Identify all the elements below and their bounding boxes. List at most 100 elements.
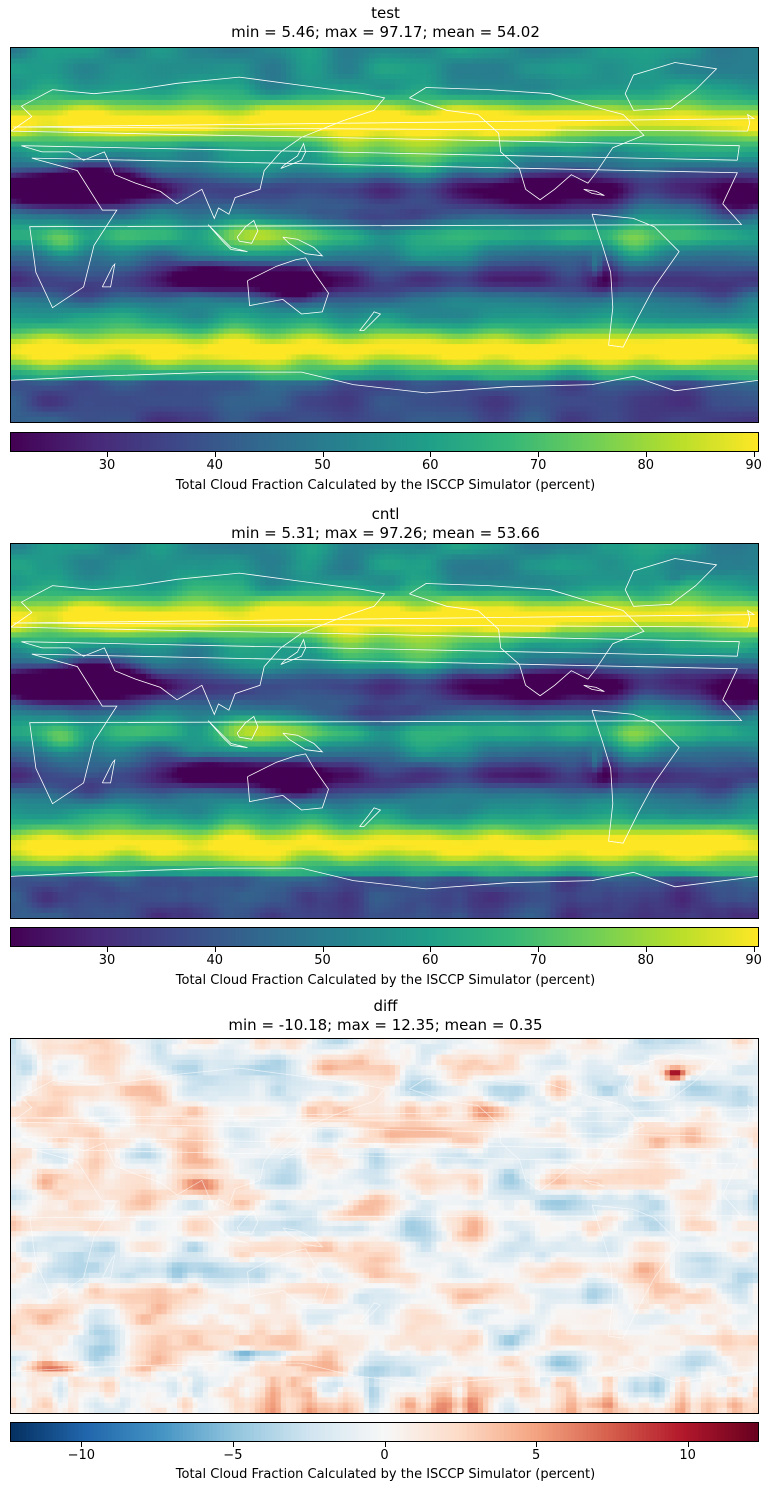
heatmap-cell-test <box>700 94 707 101</box>
heatmap-cell-test <box>327 141 334 148</box>
heatmap-cell-test <box>711 131 718 137</box>
heatmap-cell-test <box>685 125 692 132</box>
heatmap-cell-test <box>638 58 645 65</box>
heatmap-cell-test <box>192 99 199 106</box>
heatmap-cell-test <box>166 68 173 75</box>
heatmap-cell-test <box>441 58 448 65</box>
heatmap-cell-test <box>47 99 54 106</box>
heatmap-cell-test <box>571 68 578 75</box>
heatmap-cell-test <box>306 48 313 54</box>
heatmap-cell-test <box>161 105 168 111</box>
heatmap-cell-test <box>99 203 105 210</box>
heatmap-cell-test <box>363 209 370 215</box>
heatmap-cell-test <box>202 110 209 117</box>
heatmap-cell-test <box>680 219 686 226</box>
heatmap-cell-test <box>11 172 17 179</box>
heatmap-cell-test <box>358 53 365 59</box>
heatmap-cell-test <box>94 224 100 231</box>
heatmap-cell-test <box>21 53 28 59</box>
heatmap-cell-test <box>617 162 624 169</box>
heatmap-cell-test <box>519 63 526 70</box>
heatmap-cell-test <box>498 63 505 70</box>
heatmap-cell-test <box>685 209 692 215</box>
heatmap-cell-test <box>488 110 495 117</box>
heatmap-cell-test <box>550 79 557 85</box>
heatmap-cell-test <box>11 224 17 231</box>
heatmap-cell-test <box>555 151 562 158</box>
heatmap-cell-test <box>519 214 526 221</box>
heatmap-cell-test <box>260 219 266 226</box>
heatmap-cell-test <box>529 172 536 179</box>
heatmap-cell-test <box>436 58 443 65</box>
heatmap-cell-test <box>451 125 458 132</box>
heatmap-cell-test <box>711 188 718 195</box>
heatmap-cell-test <box>545 209 552 215</box>
heatmap-cell-test <box>586 172 593 179</box>
heatmap-cell-test <box>244 94 251 101</box>
heatmap-cell-test <box>94 157 100 163</box>
heatmap-cell-test <box>363 110 370 117</box>
heatmap-cell-test <box>477 48 484 54</box>
heatmap-cell-test <box>607 115 614 122</box>
heatmap-cell-test <box>747 136 754 143</box>
heatmap-cell-test <box>202 193 209 200</box>
heatmap-cell-test <box>472 188 479 195</box>
heatmap-cell-test <box>311 203 318 210</box>
heatmap-cell-test <box>62 177 69 184</box>
heatmap-cell-test <box>374 115 380 122</box>
heatmap-cell-test <box>343 84 349 91</box>
heatmap-cell-test <box>166 219 173 226</box>
heatmap-cell-test <box>415 94 422 101</box>
heatmap-cell-test <box>529 193 536 200</box>
heatmap-cell-test <box>695 136 702 143</box>
heatmap-cell-test <box>31 157 38 163</box>
heatmap-cell-test <box>36 151 43 158</box>
heatmap-cell-test <box>52 146 59 153</box>
heatmap-cell-test <box>747 198 754 205</box>
heatmap-cell-test <box>483 188 489 195</box>
heatmap-cell-test <box>140 99 147 106</box>
heatmap-cell-test <box>182 183 188 189</box>
heatmap-cell-test <box>99 177 105 184</box>
heatmap-cell-test <box>509 115 515 122</box>
heatmap-cell-test <box>649 73 655 80</box>
heatmap-cell-test <box>654 99 661 106</box>
heatmap-cell-test <box>436 193 443 200</box>
heatmap-cell-test <box>88 110 95 117</box>
heatmap-cell-test <box>628 203 635 210</box>
heatmap-cell-test <box>306 53 313 59</box>
heatmap-cell-test <box>555 115 562 122</box>
heatmap-cell-test <box>509 131 515 137</box>
heatmap-cell-test <box>296 94 303 101</box>
heatmap-cell-test <box>99 53 105 59</box>
heatmap-cell-test <box>752 63 758 70</box>
heatmap-cell-test <box>752 214 758 221</box>
heatmap-cell-test <box>638 162 645 169</box>
heatmap-cell-test <box>467 141 474 148</box>
heatmap-cell-test <box>254 167 261 174</box>
heatmap-cell-test <box>301 193 308 200</box>
heatmap-cell-test <box>592 203 598 210</box>
heatmap-cell-test <box>234 131 240 137</box>
heatmap-cell-test <box>405 162 412 169</box>
heatmap-cell-test <box>706 125 712 132</box>
heatmap-cell-test <box>467 79 474 85</box>
heatmap-cell-test <box>602 172 609 179</box>
heatmap-cell-test <box>394 188 401 195</box>
heatmap-cell-test <box>260 157 266 163</box>
heatmap-cell-test <box>737 177 744 184</box>
heatmap-cell-test <box>529 125 536 132</box>
heatmap-cell-test <box>649 214 655 221</box>
heatmap-cell-test <box>597 214 603 221</box>
heatmap-cell-test <box>52 167 59 174</box>
heatmap-cell-test <box>519 48 526 54</box>
heatmap-cell-test <box>99 58 105 65</box>
heatmap-cell-test <box>467 84 474 91</box>
heatmap-cell-test <box>623 68 629 75</box>
heatmap-cell-test <box>566 105 572 111</box>
heatmap-cell-test <box>446 125 453 132</box>
heatmap-cell-test <box>62 146 69 153</box>
heatmap-cell-test <box>581 151 588 158</box>
heatmap-cell-test <box>223 141 230 148</box>
heatmap-cell-test <box>451 167 458 174</box>
